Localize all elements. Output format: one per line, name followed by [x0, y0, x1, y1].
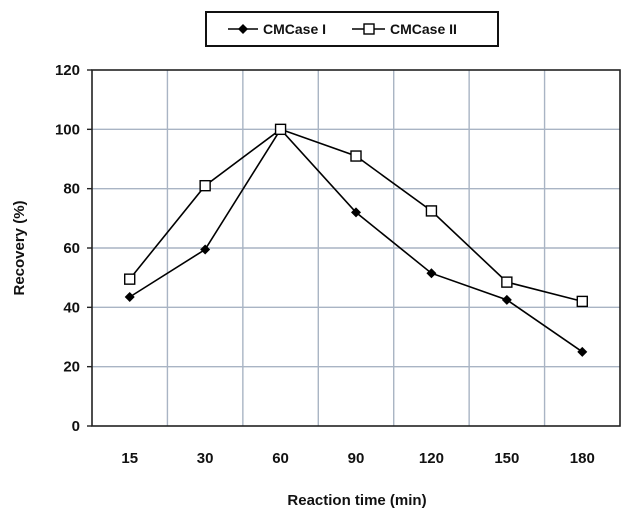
data-point-cmcase-i [200, 244, 211, 255]
data-point-cmcase-i [577, 346, 588, 357]
y-axis-ticks: 0 20 40 60 80 100 120 [55, 62, 92, 435]
y-tick-label: 120 [55, 62, 80, 79]
x-tick-label: 90 [348, 450, 365, 467]
legend-marker-cmcase-i [238, 24, 248, 34]
grid-lines [92, 70, 620, 426]
x-axis-title: Reaction time (min) [287, 492, 426, 509]
x-axis-ticks: 15 30 60 90 120 150 180 [121, 450, 594, 467]
data-point-cmcase-ii [274, 123, 287, 136]
data-point-cmcase-ii [124, 273, 136, 285]
data-point-cmcase-ii [350, 150, 362, 162]
y-tick-label: 0 [72, 418, 80, 435]
y-tick-label: 20 [63, 359, 80, 376]
y-axis-title: Recovery (%) [11, 200, 28, 295]
legend: CMCase I CMCase II [205, 11, 499, 47]
data-point-cmcase-i [501, 294, 512, 305]
x-tick-label: 180 [570, 450, 595, 467]
data-point-cmcase-ii [425, 205, 438, 217]
data-point-cmcase-ii [501, 276, 513, 288]
series-line-cmcase-i [129, 127, 583, 353]
y-tick-label: 80 [63, 181, 80, 198]
legend-label-cmcase-i: CMCase I [263, 21, 326, 37]
x-tick-label: 120 [419, 450, 444, 467]
data-point-cmcase-ii [199, 179, 211, 192]
x-tick-label: 30 [197, 450, 214, 467]
y-tick-label: 100 [55, 121, 80, 138]
data-point-cmcase-i [124, 291, 135, 302]
series-markers [124, 123, 588, 357]
data-point-cmcase-ii [576, 295, 588, 308]
x-tick-label: 15 [121, 450, 138, 467]
legend-marker-cmcase-ii [363, 23, 375, 35]
x-tick-label: 150 [494, 450, 519, 467]
data-point-cmcase-i [351, 207, 361, 218]
data-point-cmcase-i [426, 268, 437, 279]
x-tick-label: 60 [272, 450, 289, 467]
series-lines [129, 127, 583, 353]
legend-label-cmcase-ii: CMCase II [390, 21, 457, 37]
y-tick-label: 60 [63, 240, 80, 257]
y-tick-label: 40 [63, 299, 80, 316]
